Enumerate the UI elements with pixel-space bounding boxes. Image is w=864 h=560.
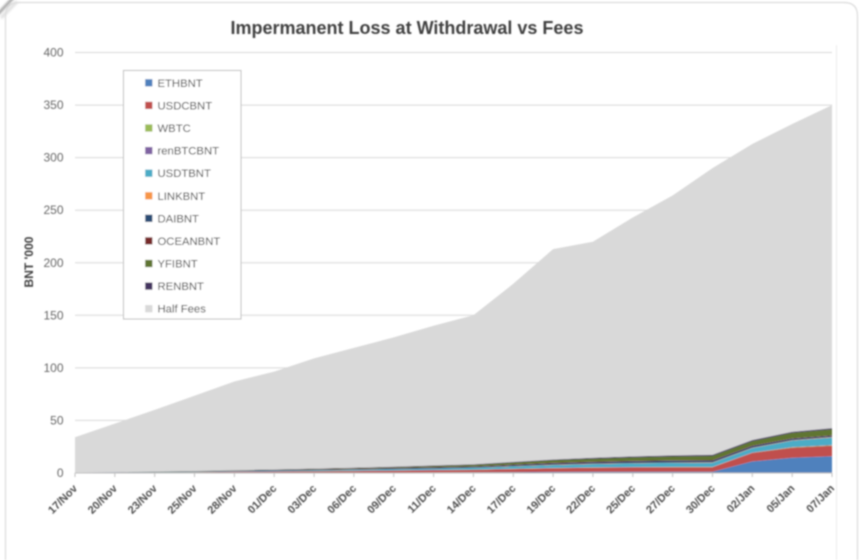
- svg-text:renBTCBNT: renBTCBNT: [158, 146, 220, 158]
- svg-text:150: 150: [43, 308, 63, 322]
- svg-text:0: 0: [57, 466, 64, 480]
- svg-text:OCEANBNT: OCEANBNT: [158, 236, 221, 248]
- svg-text:350: 350: [43, 98, 63, 112]
- svg-text:WBTC: WBTC: [158, 123, 191, 135]
- svg-text:300: 300: [43, 151, 63, 165]
- svg-text:RENBNT: RENBNT: [158, 281, 205, 293]
- svg-text:Impermanent Loss at Withdrawal: Impermanent Loss at Withdrawal vs Fees: [231, 18, 584, 38]
- svg-text:50: 50: [50, 413, 64, 427]
- svg-text:100: 100: [43, 361, 63, 375]
- svg-text:USDCBNT: USDCBNT: [158, 100, 213, 112]
- svg-text:USDTBNT: USDTBNT: [158, 168, 211, 180]
- svg-text:ETHBNT: ETHBNT: [158, 78, 203, 90]
- svg-text:200: 200: [43, 256, 63, 270]
- svg-text:Half Fees: Half Fees: [158, 304, 207, 316]
- svg-text:400: 400: [43, 46, 63, 60]
- svg-text:250: 250: [43, 203, 63, 217]
- svg-text:LINKBNT: LINKBNT: [158, 191, 206, 203]
- svg-text:YFIBNT: YFIBNT: [158, 259, 198, 271]
- svg-text:BNT '000: BNT '000: [22, 236, 36, 287]
- svg-text:DAIBNT: DAIBNT: [158, 213, 200, 225]
